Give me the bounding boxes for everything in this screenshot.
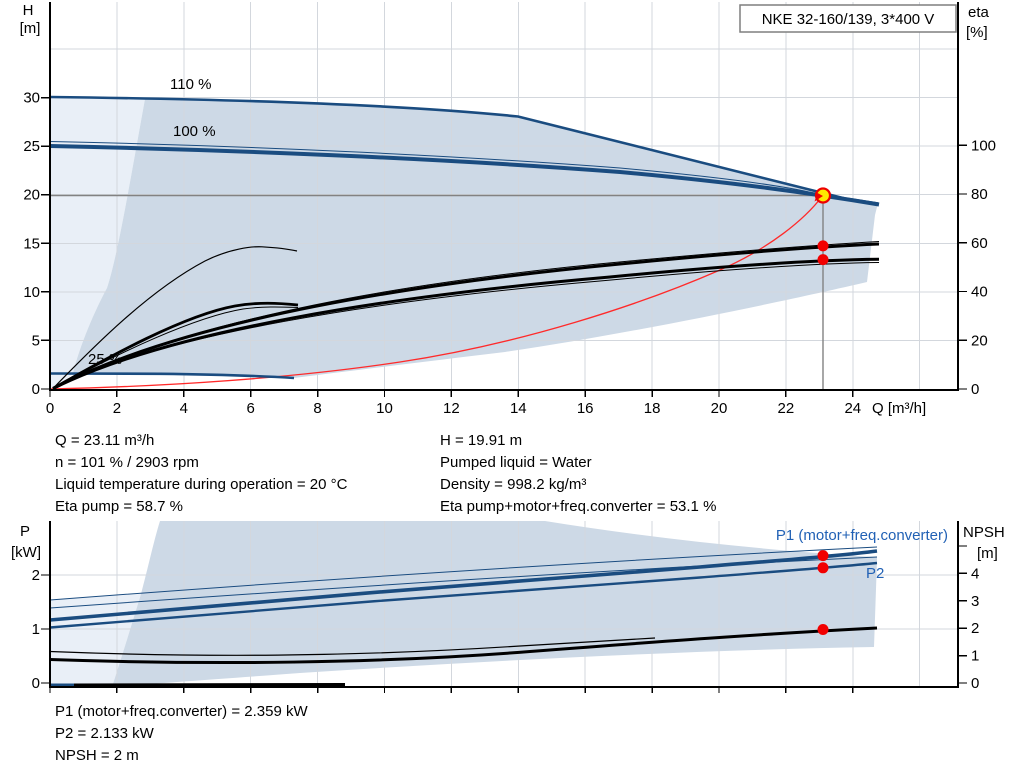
svg-text:40: 40 — [971, 284, 988, 301]
q-tick-labels: 0 2 4 6 8 10 12 14 16 18 20 22 24 — [46, 400, 861, 417]
power-curves — [49, 546, 878, 687]
svg-text:18: 18 — [644, 400, 661, 417]
curve-p1 — [49, 549, 878, 622]
detail-line: Eta pump = 58.7 % — [55, 498, 183, 515]
svg-text:10: 10 — [376, 400, 393, 417]
q-axis-label: Q [m³/h] — [872, 400, 926, 417]
detail-line: H = 19.91 m — [440, 432, 523, 449]
svg-text:0: 0 — [32, 675, 40, 692]
efficiency-curves — [52, 241, 880, 390]
p-tick-labels: 0 1 2 — [32, 567, 40, 692]
h-axis-name: H — [23, 2, 34, 19]
detail-line: Eta pump+motor+freq.converter = 53.1 % — [440, 498, 717, 515]
qh-eta-chart: H [m] eta [%] Q [m³/h] 0 5 10 15 20 25 3… — [20, 2, 996, 417]
detail-line: Pumped liquid = Water — [440, 454, 592, 471]
p-axis-unit: [kW] — [11, 544, 41, 561]
h-axis-unit: [m] — [20, 20, 41, 37]
detail-line: n = 101 % / 2903 rpm — [55, 454, 199, 471]
eta-axis-name: eta — [968, 4, 990, 21]
svg-text:3: 3 — [971, 593, 979, 610]
npsh-tick-labels: 0 1 2 3 4 — [971, 565, 979, 692]
eta-total-point — [817, 254, 829, 266]
svg-text:24: 24 — [844, 400, 861, 417]
eta-pump-point — [817, 240, 829, 252]
footer-line: NPSH = 2 m — [55, 747, 139, 764]
duty-details-left: Q = 23.11 m³/h n = 101 % / 2903 rpm Liqu… — [55, 430, 347, 518]
label-100pct: 100 % — [173, 123, 216, 140]
npsh-axis-name: NPSH — [963, 524, 1005, 541]
tick-marks — [41, 545, 967, 693]
duty-details-right: H = 19.91 m Pumped liquid = Water Densit… — [440, 430, 716, 518]
label-p1: P1 (motor+freq.converter) — [776, 527, 948, 544]
duty-point-marker — [814, 187, 832, 204]
svg-text:22: 22 — [778, 400, 795, 417]
svg-text:1: 1 — [32, 621, 40, 638]
npsh-axis-unit: [m] — [977, 545, 998, 562]
detail-line: Q = 23.11 m³/h — [55, 432, 155, 449]
tick-marks — [41, 96, 967, 397]
svg-text:1: 1 — [971, 648, 979, 665]
footer-line: P2 = 2.133 kW — [55, 725, 154, 742]
footer-details: P1 (motor+freq.converter) = 2.359 kW P2 … — [55, 701, 308, 767]
npsh-point — [817, 624, 829, 635]
detail-line: Liquid temperature during operation = 20… — [55, 476, 348, 493]
svg-text:0: 0 — [971, 381, 979, 398]
svg-text:20: 20 — [23, 187, 40, 204]
svg-text:30: 30 — [23, 90, 40, 107]
label-p2: P2 — [866, 565, 884, 582]
svg-text:0: 0 — [32, 381, 40, 398]
svg-text:6: 6 — [247, 400, 255, 417]
duty-crosshair — [50, 194, 824, 390]
footer-line: P1 (motor+freq.converter) = 2.359 kW — [55, 703, 308, 720]
svg-text:2: 2 — [32, 567, 40, 584]
svg-text:80: 80 — [971, 186, 988, 203]
eta-axis-unit: [%] — [966, 24, 988, 41]
svg-text:25: 25 — [23, 138, 40, 155]
curve-101pct — [49, 141, 824, 196]
svg-text:0: 0 — [46, 400, 54, 417]
svg-text:60: 60 — [971, 235, 988, 252]
pump-title-box: NKE 32-160/139, 3*400 V — [739, 4, 957, 33]
p1-point — [817, 550, 829, 562]
curve-100pct — [49, 144, 880, 207]
svg-text:5: 5 — [32, 332, 40, 349]
svg-text:4: 4 — [971, 565, 979, 582]
power-npsh-chart: P [kW] NPSH [m] 0 1 2 0 1 2 3 4 P1 (moto… — [11, 521, 1005, 693]
curve-p2 — [49, 561, 878, 629]
curve-npsh — [49, 626, 878, 665]
svg-text:8: 8 — [313, 400, 321, 417]
label-25pct: 25 % — [88, 351, 122, 368]
axes — [41, 521, 967, 693]
svg-text:15: 15 — [23, 235, 40, 252]
system-curve — [49, 196, 823, 390]
svg-text:20: 20 — [971, 332, 988, 349]
p2-point — [817, 562, 829, 574]
eta-tick-labels: 0 20 40 60 80 100 — [971, 137, 996, 398]
svg-text:0: 0 — [971, 675, 979, 692]
npsh-curves — [49, 626, 878, 687]
svg-text:12: 12 — [443, 400, 460, 417]
h-tick-labels: 0 5 10 15 20 25 30 — [23, 90, 40, 398]
curve-110pct — [49, 95, 879, 205]
curve-25pct — [49, 372, 295, 380]
svg-text:14: 14 — [510, 400, 527, 417]
svg-text:10: 10 — [23, 284, 40, 301]
svg-text:2: 2 — [971, 620, 979, 637]
svg-text:16: 16 — [577, 400, 594, 417]
p-axis-name: P — [20, 523, 30, 540]
svg-text:4: 4 — [180, 400, 188, 417]
detail-line: Density = 998.2 kg/m³ — [440, 476, 587, 493]
label-110pct: 110 % — [170, 76, 211, 93]
grid-lines — [50, 521, 958, 686]
speed-curves — [49, 95, 880, 380]
svg-text:100: 100 — [971, 137, 996, 154]
svg-text:20: 20 — [711, 400, 728, 417]
axes — [41, 2, 967, 397]
svg-text:2: 2 — [113, 400, 121, 417]
pump-title: NKE 32-160/139, 3*400 V — [762, 11, 935, 28]
